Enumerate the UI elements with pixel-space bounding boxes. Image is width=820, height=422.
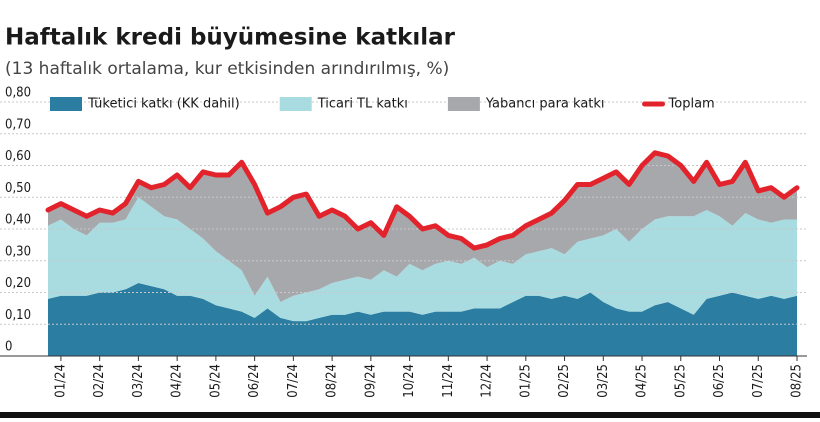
x-tick-label: 06/24 (247, 364, 262, 398)
x-tick-label: 01/24 (53, 364, 68, 398)
y-tick-label: 0,50 (5, 181, 31, 196)
area (48, 283, 797, 356)
y-tick-label: 0,30 (5, 244, 31, 259)
x-tick-label: 10/24 (402, 364, 417, 398)
legend-swatch (50, 97, 82, 111)
x-tick-label: 11/24 (441, 364, 456, 398)
x-tick-label: 04/24 (170, 364, 185, 398)
x-tick-label: 01/25 (518, 364, 533, 398)
x-tick-label: 12/24 (480, 364, 495, 398)
x-tick-label: 03/24 (131, 364, 146, 398)
x-tick-label: 07/25 (751, 364, 766, 398)
area (48, 152, 797, 302)
chart-subtitle: (13 haftalık ortalama, kur etkisinden ar… (5, 59, 449, 79)
y-tick-label: 0,70 (5, 117, 31, 132)
x-tick-label: 02/25 (557, 364, 572, 398)
bottom-rule (0, 412, 820, 418)
x-tick-label: 05/24 (208, 364, 223, 398)
y-tick-label: 0 (5, 340, 12, 355)
y-tick-label: 0,60 (5, 149, 31, 164)
x-tick-label: 06/25 (712, 364, 727, 398)
area (48, 197, 797, 322)
legend-swatch (447, 97, 480, 111)
y-tick-label: 0,20 (5, 276, 31, 291)
legend-swatch (279, 97, 312, 111)
x-tick-label: 07/24 (286, 364, 301, 398)
chart-title: Haftalık kredi büyümesine katkılar (5, 25, 456, 51)
line (45, 150, 800, 251)
x-tick-label: 05/25 (673, 364, 688, 398)
x-tick-label: 02/24 (92, 364, 107, 398)
x-tick-label: 04/25 (635, 364, 650, 398)
legend-label: Toplam (668, 97, 715, 112)
legend-label: Tüketici katkı (KK dahil) (87, 97, 240, 112)
x-tick-label: 09/24 (363, 364, 378, 398)
y-tick-label: 0,80 (5, 86, 31, 101)
y-tick-label: 0,40 (5, 213, 31, 228)
x-tick-label: 08/24 (325, 364, 340, 398)
x-tick-label: 03/25 (596, 364, 611, 398)
x-tick-label: 08/25 (790, 364, 805, 398)
y-tick-label: 0,10 (5, 308, 31, 323)
legend-label: Yabancı para katkı (485, 97, 605, 112)
legend-label: Ticari TL katkı (317, 97, 408, 112)
